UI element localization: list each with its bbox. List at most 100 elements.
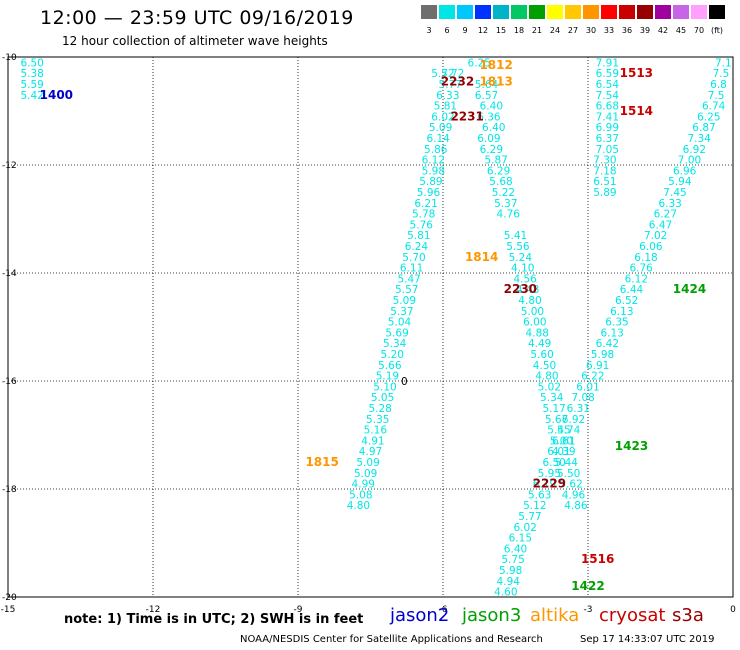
data-point-cryosat: 6.54 bbox=[596, 79, 620, 91]
data-point-s3a: 4.60 bbox=[494, 587, 517, 599]
data-point-cryosat: 7.54 bbox=[596, 90, 620, 102]
y-tick-label: -20 bbox=[2, 593, 17, 603]
legend-jason3: jason3 bbox=[462, 605, 522, 626]
data-point-s3a: 6.13 bbox=[600, 327, 623, 339]
x-tick-label: -6 bbox=[439, 605, 448, 615]
data-point-s3a: 5.98 bbox=[591, 349, 614, 361]
chart-title: 12:00 — 23:59 UTC 09/16/2019 bbox=[40, 7, 354, 29]
scale-label: 15 bbox=[495, 26, 507, 35]
data-point-s3a: 5.74 bbox=[557, 425, 581, 437]
scale-swatch bbox=[529, 5, 545, 19]
time-label: 1812 bbox=[479, 58, 512, 72]
data-point-altika: 5.44 bbox=[555, 457, 579, 469]
data-point-altika: 6.29 bbox=[487, 165, 510, 177]
scale-swatch bbox=[547, 5, 563, 19]
data-point-s3a: 7.00 bbox=[678, 155, 701, 167]
data-point-s3a: 6.22 bbox=[581, 371, 604, 383]
scale-swatch bbox=[619, 5, 635, 19]
data-point-jason3: 4.91 bbox=[361, 435, 384, 447]
chart-subtitle: 12 hour collection of altimeter wave hei… bbox=[62, 34, 328, 48]
legend-cryosat: cryosat bbox=[599, 605, 666, 626]
data-point-jason3: 5.08 bbox=[349, 489, 372, 501]
data-point-jason3: 6.02 bbox=[431, 111, 454, 123]
data-point-s3a: 6.12 bbox=[625, 273, 648, 285]
data-point-cryosat: 7.30 bbox=[593, 155, 616, 167]
data-point-altika: 5.41 bbox=[504, 230, 527, 242]
data-point-cryosat: 6.99 bbox=[596, 122, 619, 134]
plot-frame bbox=[7, 56, 734, 598]
data-point-jason3: 6.24 bbox=[405, 241, 429, 253]
data-point-jason3: 5.77 bbox=[439, 79, 462, 91]
scale-swatch bbox=[655, 5, 671, 19]
data-point: 0 bbox=[401, 376, 408, 388]
data-point-altika: 4.80 bbox=[535, 371, 558, 383]
data-point-altika: 4.96 bbox=[562, 489, 586, 501]
x-tick-label: -12 bbox=[146, 605, 161, 615]
data-point-jason3: 5.34 bbox=[383, 338, 407, 350]
time-label: 1813 bbox=[479, 74, 512, 88]
data-point-s3a: 6.52 bbox=[615, 295, 638, 307]
data-point-s3a: 6.27 bbox=[654, 209, 677, 221]
data-point-s3a: 6.92 bbox=[562, 414, 585, 426]
data-point-jason3: 6.14 bbox=[426, 133, 450, 145]
data-point-jason3: 5.19 bbox=[376, 371, 399, 383]
data-point-cryosat: 6.68 bbox=[596, 101, 619, 113]
data-point-altika: 5.50 bbox=[557, 468, 580, 480]
scale-swatch bbox=[601, 5, 617, 19]
data-point-s3a: 6.42 bbox=[596, 338, 619, 350]
scale-label: 9 bbox=[462, 26, 468, 35]
time-label: 1424 bbox=[673, 282, 706, 296]
data-point-altika: 4.86 bbox=[564, 500, 588, 512]
scale-label: 6 bbox=[444, 26, 450, 35]
data-point-s3a: 5.12 bbox=[523, 500, 546, 512]
scale-swatch bbox=[709, 5, 725, 19]
data-point-jason2: 6.50 bbox=[20, 57, 43, 69]
scale-label: 3 bbox=[426, 26, 432, 35]
scale-label: 30 bbox=[585, 26, 597, 35]
data-point-s3a: 5.98 bbox=[499, 565, 522, 577]
data-point-jason3: 5.04 bbox=[388, 317, 412, 329]
x-tick-label: -3 bbox=[584, 605, 593, 615]
data-point-jason3: 5.28 bbox=[368, 403, 391, 415]
scale-swatch bbox=[493, 5, 509, 19]
data-point-jason3: 6.12 bbox=[422, 155, 445, 167]
scale-swatch bbox=[457, 5, 473, 19]
time-label: 1423 bbox=[615, 439, 648, 453]
time-label: 2231 bbox=[450, 109, 483, 123]
data-point-cryosat: 7.41 bbox=[596, 111, 619, 123]
data-point-altika: 4.76 bbox=[497, 209, 521, 221]
footer-credit: NOAA/NESDIS Center for Satellite Applica… bbox=[240, 634, 543, 645]
y-tick-label: -14 bbox=[2, 269, 17, 279]
data-point-s3a: 6.02 bbox=[513, 522, 536, 534]
data-point-jason3: 6.11 bbox=[400, 263, 423, 275]
data-point-s3a: 7.5 bbox=[708, 90, 725, 102]
data-point-altika: 4.48 bbox=[516, 284, 539, 296]
data-point-cryosat: 7.91 bbox=[596, 57, 619, 69]
data-point-altika: 5.62 bbox=[559, 479, 582, 491]
data-point-jason3: 5.76 bbox=[410, 219, 434, 231]
data-point-s3a: 6.18 bbox=[634, 252, 657, 264]
scale-label: 12 bbox=[477, 26, 489, 35]
time-label: 1400 bbox=[40, 88, 73, 102]
y-tick-label: -18 bbox=[2, 485, 17, 495]
data-point-jason3: 6.21 bbox=[414, 198, 437, 210]
data-point-s3a: 5.95 bbox=[538, 468, 561, 480]
scale-swatch bbox=[583, 5, 599, 19]
data-point-jason2: 5.42 bbox=[20, 90, 43, 102]
scale-label: (ft) bbox=[710, 26, 724, 35]
data-point-s3a: 7.45 bbox=[663, 187, 686, 199]
scale-label: 45 bbox=[675, 26, 687, 35]
time-label: 2229 bbox=[533, 477, 566, 491]
y-tick-label: -16 bbox=[2, 377, 17, 387]
data-point-jason3: 6.33 bbox=[436, 90, 459, 102]
footer-note: note: 1) Time is in UTC; 2) SWH is in fe… bbox=[64, 612, 364, 627]
data-point-s3a: 6.44 bbox=[620, 284, 644, 296]
data-point-altika: 5.45 bbox=[547, 425, 570, 437]
data-point: 5.72 bbox=[431, 68, 454, 80]
data-point-s3a: 7.1 bbox=[715, 57, 732, 69]
scale-label: 24 bbox=[549, 26, 561, 35]
data-point-s3a: 5.77 bbox=[518, 511, 541, 523]
data-point-s3a: 7.34 bbox=[687, 133, 711, 145]
data-point-altika: 6.00 bbox=[523, 317, 546, 329]
data-point-altika: 5.00 bbox=[550, 435, 573, 447]
